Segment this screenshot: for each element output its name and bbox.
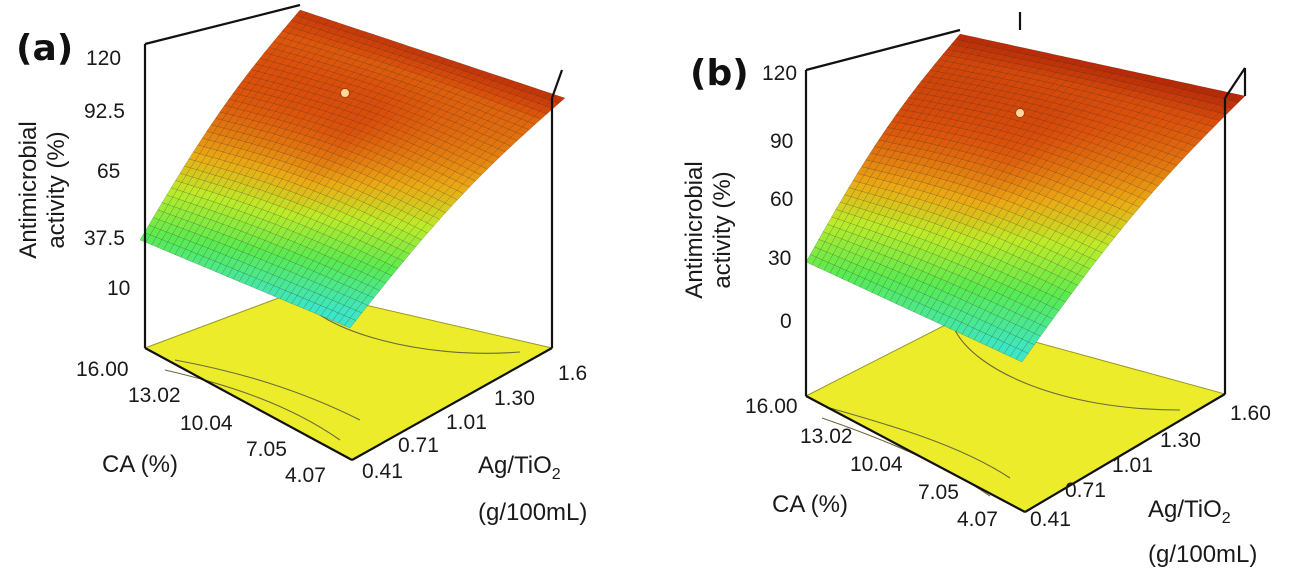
z-tick-a: 10 [107,277,130,300]
z-tick-b: 120 [762,62,797,85]
z-ticks-b: 120 90 60 30 0 [762,62,797,333]
z-tick-a: 92.5 [84,100,125,123]
z-axis-label-b: Antimicrobial activity (%) [681,161,736,298]
ag-tick-b: 1.01 [1112,454,1153,477]
design-point-b [1015,108,1025,118]
ca-tick-b: 10.04 [850,453,903,476]
floor-contour-a [174,359,361,421]
ag-tick-a: 1.01 [446,411,487,434]
box-edge-a [550,69,564,99]
ag-label-main-a: Ag/TiO [478,452,552,479]
ca-axis-label-b: CA (%) [772,491,848,518]
ca-tick-a: 16.00 [76,358,129,381]
ca-tick-a: 10.04 [180,412,233,435]
box-edge-b [805,28,961,72]
design-point-a [340,88,350,98]
z-label-line1-b: Antimicrobial [681,161,708,298]
ag-ticks-a: 0.41 0.71 1.01 1.30 1.6 [362,362,587,483]
ca-tick-a: 4.07 [285,464,326,487]
floor-contour-b [829,407,1011,479]
bounding-box-b [804,12,1247,513]
ag-axis-units-a: (g/100mL) [478,499,587,526]
panel-label-b: (b) [690,53,749,94]
z-tick-a: 37.5 [84,227,125,250]
box-edge-b [805,395,1026,513]
ag-label-sub-b: 2 [1222,510,1231,527]
ca-tick-b: 16.00 [745,395,798,418]
ag-tick-b: 0.71 [1065,479,1106,502]
z-axis-label-a: Antimicrobial activity (%) [15,121,70,258]
ag-tick-a: 0.71 [398,434,439,457]
z-ticks-a: 120 92.5 65 37.5 10 [84,47,130,300]
panel-label-a: (a) [16,28,73,69]
panel-b: (b) 120 90 60 30 0 Antimicrobial activit… [681,12,1271,568]
z-label-line1-a: Antimicrobial [15,121,42,258]
z-tick-b: 60 [770,188,793,211]
ca-axis-label-a: CA (%) [102,451,178,478]
ag-label-main-b: Ag/TiO [1148,496,1222,523]
ag-tick-a: 0.41 [362,460,403,483]
ag-tick-b: 0.41 [1030,508,1071,531]
z-tick-a: 120 [86,47,121,70]
ca-tick-a: 13.02 [128,384,181,407]
z-tick-a: 65 [97,160,120,183]
ca-ticks-b: 16.00 13.02 10.04 7.05 4.07 [745,395,998,531]
floor-contour-a [164,369,341,441]
ag-ticks-b: 0.41 0.71 1.01 1.30 1.60 [1030,402,1271,531]
z-tick-b: 0 [780,310,792,333]
box-edge-a [144,3,301,46]
ca-tick-b: 13.02 [800,425,853,448]
ag-axis-units-b: (g/100mL) [1148,541,1257,568]
surface-facet [551,95,566,104]
box-edge-b [1024,393,1226,513]
response-surface-b [805,33,1246,363]
z-tick-b: 90 [770,130,793,153]
ag-axis-label-b: Ag/TiO2 [1148,496,1231,527]
ca-ticks-a: 16.00 13.02 10.04 7.05 4.07 [76,358,326,487]
bounding-box-a [143,3,564,461]
z-label-line2-a: activity (%) [43,131,70,248]
ag-label-sub-a: 2 [552,466,561,483]
box-edge-a [144,347,353,461]
ca-tick-a: 7.05 [246,438,287,461]
floor-contour-b [954,329,1181,411]
ag-axis-label-a: Ag/TiO2 [478,452,561,483]
ag-tick-b: 1.60 [1230,402,1271,425]
ag-tick-a: 1.30 [494,387,535,410]
box-edge-a [351,347,553,461]
ag-tick-b: 1.30 [1160,429,1201,452]
ag-tick-a: 1.6 [558,362,587,385]
ca-tick-b: 4.07 [957,508,998,531]
ca-tick-b: 7.05 [918,481,959,504]
panel-a: (a) 120 92.5 65 37.5 10 Antimicrobial ac… [15,3,587,526]
z-label-line2-b: activity (%) [709,171,736,288]
z-tick-b: 30 [768,247,791,270]
box-edge-b [1224,67,1246,99]
response-surface-a [139,9,566,329]
